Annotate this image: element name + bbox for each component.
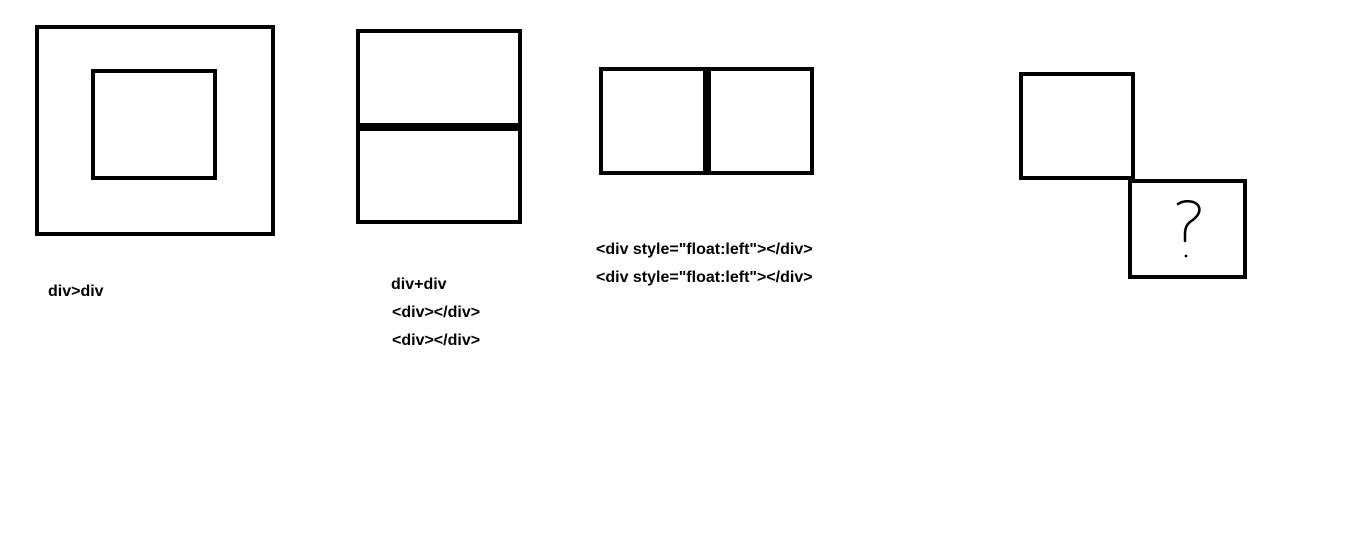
stacked-box-top — [356, 29, 522, 131]
float-box-left — [599, 67, 711, 175]
stacked-code-line-1: <div></div> — [392, 304, 481, 321]
stacked-label: div+div — [391, 276, 447, 293]
diagonal-box-top — [1019, 72, 1135, 180]
diagonal-box-bottom — [1128, 179, 1247, 279]
stacked-code-line-2: <div></div> — [392, 332, 481, 349]
stacked-divider — [356, 123, 522, 131]
float-box-right — [703, 67, 814, 175]
float-code-line-2: <div style="float:left"></div> — [596, 269, 813, 286]
question-mark-icon — [1176, 200, 1201, 258]
inner-box — [91, 69, 217, 180]
outer-box — [35, 25, 275, 236]
stacked-box-bottom — [356, 123, 522, 224]
float-code-line-1: <div style="float:left"></div> — [596, 241, 813, 258]
float-divider — [703, 67, 711, 175]
nested-label: div>div — [48, 283, 104, 300]
